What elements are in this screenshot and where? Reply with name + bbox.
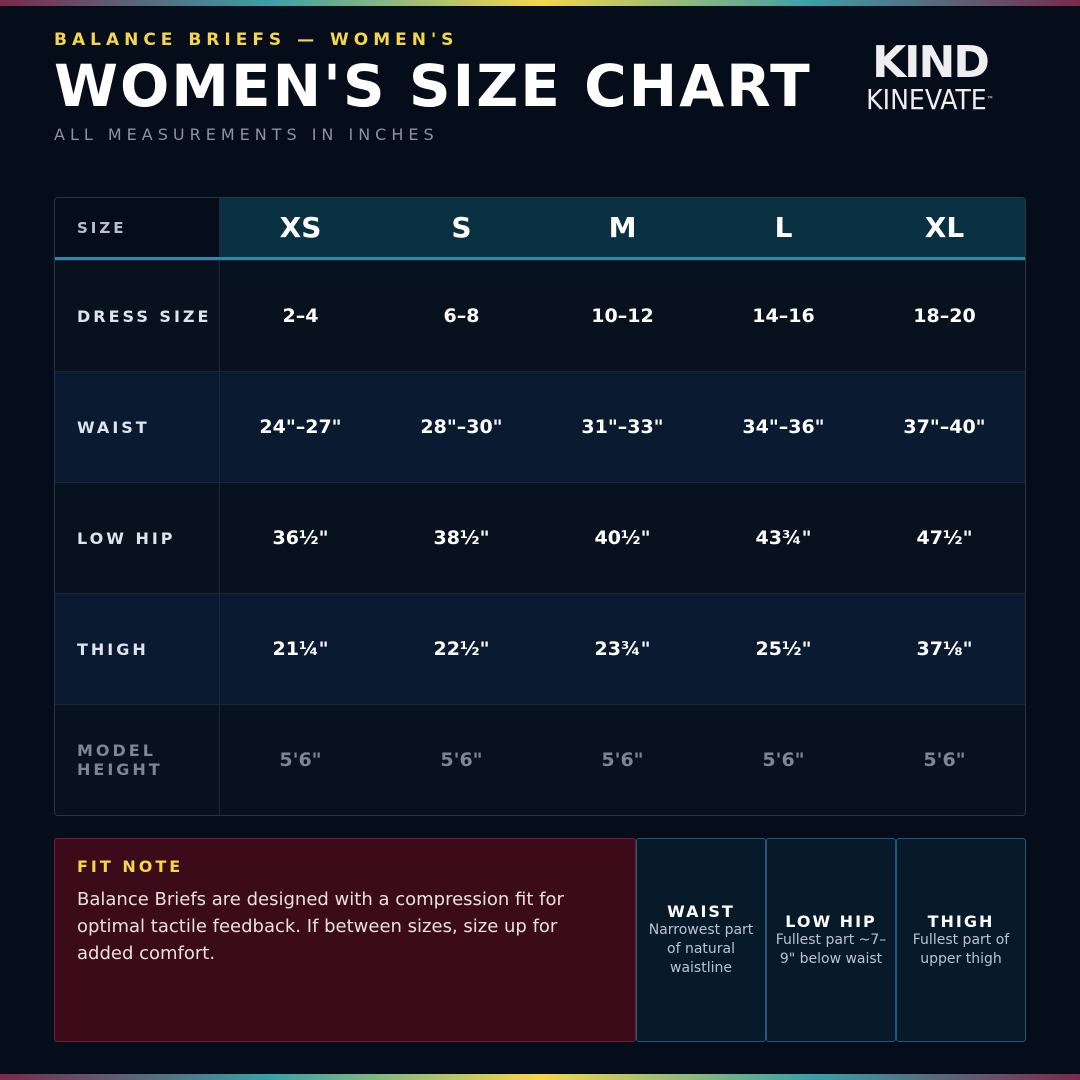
cell: 5'6" (923, 749, 966, 771)
fit-note-text: Balance Briefs are designed with a compr… (77, 889, 564, 964)
logo-wordmark: KINEVATE™ (845, 86, 1015, 114)
guide-label: THIGH (927, 911, 995, 931)
cell: 5'6" (601, 749, 644, 771)
row-label: LOW HIP (55, 483, 220, 593)
subtitle: ALL MEASUREMENTS IN INCHES (54, 125, 439, 144)
cell: 37⅛" (916, 638, 973, 660)
cell: 6–8 (443, 305, 480, 327)
guide-card: THIGH Fullest part of upper thigh (896, 838, 1026, 1042)
table-row: DRESS SIZE 2–4 6–8 10–12 14–16 18–20 (55, 260, 1025, 371)
guide-card: WAIST Narrowest part of natural waistline (636, 838, 766, 1042)
cell: XL (924, 211, 965, 244)
cell: 28"–30" (420, 416, 503, 438)
guide-text: Fullest part of upper thigh (912, 931, 1010, 967)
row-label: DRESS SIZE (55, 261, 220, 371)
cell: XS (279, 211, 322, 244)
cell: 36½" (272, 527, 329, 549)
cell: 34"–36" (742, 416, 825, 438)
row-label: SIZE (55, 198, 220, 257)
table-row: SIZE XS S M L XL (55, 198, 1025, 260)
row-label: MODEL HEIGHT (55, 705, 220, 815)
guide-card: LOW HIP Fullest part ~7–9" below waist (766, 838, 896, 1042)
fit-note: FIT NOTE Balance Briefs are designed wit… (54, 838, 636, 1042)
cell: 14–16 (752, 305, 815, 327)
cell: 25½" (755, 638, 812, 660)
top-bar (0, 0, 1080, 6)
row-label: THIGH (55, 594, 220, 704)
cell: 10–12 (591, 305, 654, 327)
logo: KIND KINEVATE™ (845, 40, 1015, 114)
guide-label: WAIST (667, 902, 735, 921)
logo-word: KINEVATE (866, 83, 987, 116)
bottom-bar (0, 1074, 1080, 1080)
cell: 47½" (916, 527, 973, 549)
cell: L (774, 211, 793, 244)
table-row: WAIST 24"–27" 28"–30" 31"–33" 34"–36" 37"–40" (55, 371, 1025, 482)
cell: S (451, 211, 472, 244)
table-row: LOW HIP 36½" 38½" 40½" 43¾" 47½" (55, 482, 1025, 593)
cell: 5'6" (762, 749, 805, 771)
table-row: MODEL HEIGHT 5'6" 5'6" 5'6" 5'6" 5'6" (55, 704, 1025, 815)
cell: 2–4 (282, 305, 319, 327)
eyebrow: BALANCE BRIEFS — WOMEN'S (54, 30, 459, 50)
cell: 18–20 (913, 305, 976, 327)
guide-label: LOW HIP (785, 911, 877, 931)
cell: 40½" (594, 527, 651, 549)
cell: 38½" (433, 527, 490, 549)
cell: 5'6" (279, 749, 322, 771)
size-table: SIZE XS S M L XL DRESS SIZE 2–4 6–8 10–12 14–16 18–… (54, 197, 1026, 816)
cell: 37"–40" (903, 416, 986, 438)
guide-text: Narrowest part of natural waistline (648, 922, 754, 976)
cell: 21¼" (272, 638, 329, 660)
cell: 5'6" (440, 749, 483, 771)
fit-note-label: FIT NOTE (77, 857, 184, 876)
cell: 23¾" (594, 638, 651, 660)
cell: 22½" (433, 638, 490, 660)
title: WOMEN'S SIZE CHART (54, 52, 812, 120)
row-label: WAIST (55, 372, 220, 482)
cell: 43¾" (755, 527, 812, 549)
cell: M (608, 211, 637, 244)
trademark: ™ (986, 95, 994, 104)
cell: 31"–33" (581, 416, 664, 438)
cell: 24"–27" (259, 416, 342, 438)
guide-text: Fullest part ~7–9" below waist (775, 931, 887, 967)
table-row: THIGH 21¼" 22½" 23¾" 25½" 37⅛" (55, 593, 1025, 704)
logo-mark: KIND (872, 37, 990, 88)
